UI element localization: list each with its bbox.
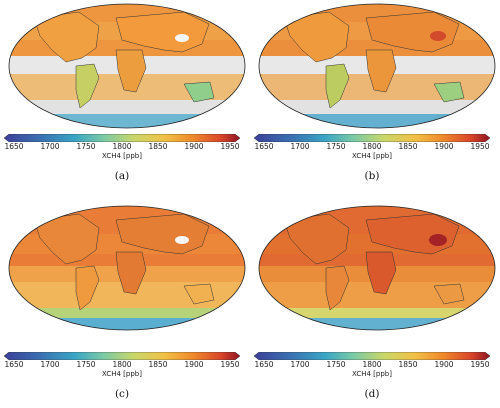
colorbar-tick: 1700 bbox=[290, 360, 310, 369]
panel-b: 1650 1700 1750 1800 1850 1900 1950 XCH4 … bbox=[254, 0, 500, 204]
colorbar-tick: 1850 bbox=[148, 142, 168, 151]
colorbar-tick: 1800 bbox=[362, 360, 382, 369]
panel-a: 1650 1700 1750 1800 1850 1900 1950 XCH4 … bbox=[4, 0, 250, 204]
colorbar-tick: 1750 bbox=[76, 360, 96, 369]
colorbar-label: XCH4 [ppb] bbox=[352, 370, 392, 378]
colorbar-tick: 1800 bbox=[362, 142, 382, 151]
colorbar-tick: 1850 bbox=[148, 360, 168, 369]
panel-caption: (d) bbox=[364, 388, 380, 400]
colorbar bbox=[254, 352, 490, 360]
colorbar-tick: 1650 bbox=[4, 360, 24, 369]
colorbar-tick: 1750 bbox=[326, 142, 346, 151]
colorbar-tick: 1750 bbox=[326, 360, 346, 369]
colorbar-tick: 1650 bbox=[254, 142, 274, 151]
panel-caption: (a) bbox=[114, 170, 130, 182]
colorbar-tick: 1700 bbox=[290, 142, 310, 151]
global-xch4-map bbox=[258, 3, 496, 129]
colorbar-tick: 1800 bbox=[112, 360, 132, 369]
colorbar-tick: 1800 bbox=[112, 142, 132, 151]
colorbar-tick: 1900 bbox=[184, 142, 204, 151]
colorbar-tick: 1950 bbox=[220, 142, 240, 151]
colorbar-tick: 1650 bbox=[254, 360, 274, 369]
global-xch4-map bbox=[8, 3, 246, 129]
colorbar bbox=[4, 134, 240, 142]
colorbar-tick: 1950 bbox=[470, 360, 490, 369]
colorbar-tick: 1700 bbox=[40, 142, 60, 151]
colorbar bbox=[254, 134, 490, 142]
colorbar-tick: 1950 bbox=[220, 360, 240, 369]
colorbar-tick: 1950 bbox=[470, 142, 490, 151]
colorbar bbox=[4, 352, 240, 360]
panel-caption: (c) bbox=[114, 388, 130, 400]
colorbar-tick: 1850 bbox=[398, 360, 418, 369]
global-xch4-map bbox=[258, 205, 496, 331]
colorbar-tick: 1900 bbox=[434, 360, 454, 369]
colorbar-label: XCH4 [ppb] bbox=[352, 152, 392, 160]
colorbar-tick: 1850 bbox=[398, 142, 418, 151]
panel-caption: (b) bbox=[364, 170, 380, 182]
colorbar-tick: 1750 bbox=[76, 142, 96, 151]
colorbar-label: XCH4 [ppb] bbox=[102, 152, 142, 160]
panel-d: 1650 1700 1750 1800 1850 1900 1950 XCH4 … bbox=[254, 204, 500, 408]
colorbar-tick: 1700 bbox=[40, 360, 60, 369]
colorbar-tick: 1900 bbox=[184, 360, 204, 369]
global-xch4-map bbox=[8, 205, 246, 331]
colorbar-tick: 1650 bbox=[4, 142, 24, 151]
colorbar-tick: 1900 bbox=[434, 142, 454, 151]
colorbar-label: XCH4 [ppb] bbox=[102, 370, 142, 378]
panel-c: 1650 1700 1750 1800 1850 1900 1950 XCH4 … bbox=[4, 204, 250, 408]
